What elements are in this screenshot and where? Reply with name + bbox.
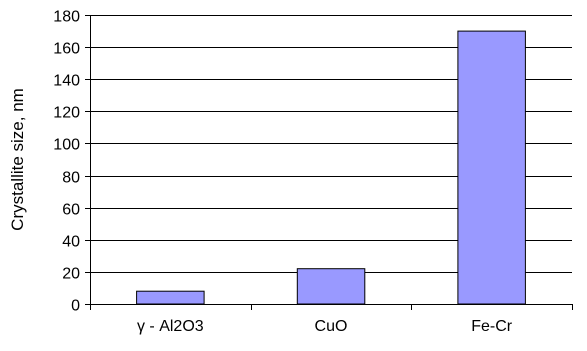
- bar: [136, 290, 205, 305]
- y-tick-label: 100: [53, 137, 80, 154]
- bar: [296, 268, 366, 305]
- y-tick-label: 0: [71, 298, 80, 315]
- x-category-label: γ - Al2O3: [137, 318, 204, 335]
- bar: [457, 30, 526, 305]
- y-tick-label: 160: [53, 41, 80, 58]
- bars: [136, 30, 526, 305]
- y-axis-title: Crystallite size, nm: [8, 88, 27, 231]
- y-tick-label: 60: [62, 202, 80, 219]
- y-tick-label: 120: [53, 105, 80, 122]
- y-tick-label: 180: [53, 9, 80, 26]
- y-tick-labels: 0 20 40 60 80 100 120 140 160 180: [53, 9, 80, 315]
- x-category-labels: γ - Al2O3 CuO Fe-Cr: [137, 318, 513, 335]
- y-tick-label: 40: [62, 234, 80, 251]
- x-category-label: CuO: [315, 318, 348, 335]
- x-category-label: Fe-Cr: [471, 318, 513, 335]
- y-tick-label: 140: [53, 73, 80, 90]
- y-tick-label: 20: [62, 266, 80, 283]
- gridlines: [90, 15, 572, 273]
- axes: [85, 15, 573, 310]
- y-tick-label: 80: [62, 170, 80, 187]
